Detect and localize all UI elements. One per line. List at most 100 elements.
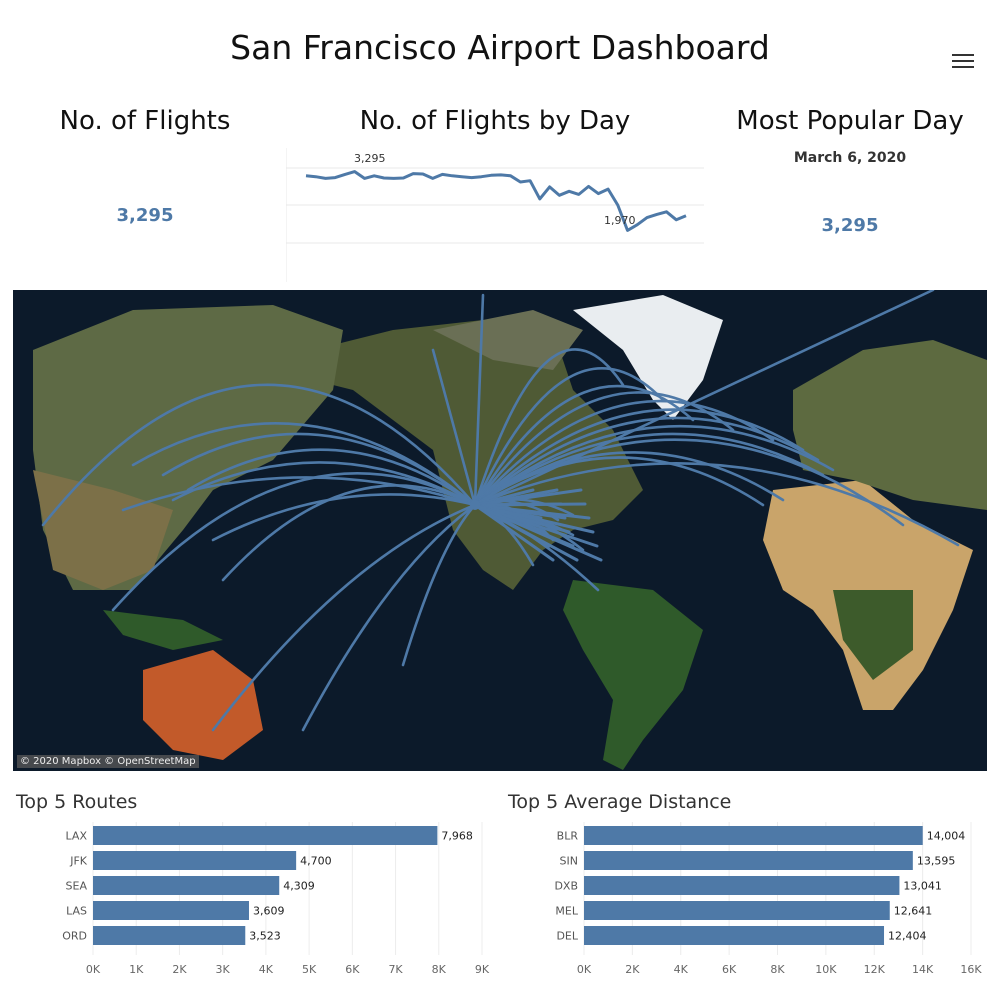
landmass-central-africa <box>833 590 913 680</box>
bar-jfk[interactable] <box>93 851 297 870</box>
flight-route-arc <box>473 391 735 507</box>
dashboard-title: San Francisco Airport Dashboard <box>230 28 770 67</box>
bar-lax[interactable] <box>93 826 438 845</box>
x-tick-label: 8K <box>770 963 785 976</box>
x-tick-label: 6K <box>722 963 737 976</box>
x-tick-label: 12K <box>864 963 886 976</box>
flight-route-arc <box>473 503 599 548</box>
landmass-europe <box>793 340 987 510</box>
x-tick-label: 6K <box>345 963 360 976</box>
x-tick-label: 0K <box>86 963 101 976</box>
x-tick-label: 3K <box>216 963 231 976</box>
landmass-indonesia <box>103 610 223 650</box>
flight-route-arc <box>211 503 477 732</box>
x-tick-label: 8K <box>432 963 447 976</box>
flight-route-arc <box>121 476 477 512</box>
bar-value-label: 4,309 <box>283 880 315 893</box>
popular-day-title: Most Popular Day <box>736 106 964 136</box>
x-tick-label: 7K <box>388 963 403 976</box>
bar-del[interactable] <box>584 926 885 945</box>
category-label: SEA <box>66 880 88 893</box>
bar-ord[interactable] <box>93 926 246 945</box>
bar-value-label: 12,641 <box>894 905 933 918</box>
flight-route-arc <box>473 290 935 507</box>
x-tick-label: 2K <box>625 963 640 976</box>
category-label: ORD <box>62 930 87 943</box>
flight-route-arc <box>473 503 579 562</box>
flight-route-arc <box>473 503 591 520</box>
flight-route-arc <box>221 484 477 582</box>
flight-route-arc <box>473 416 820 507</box>
popular-day-date: March 6, 2020 <box>793 150 907 166</box>
flight-route-arc <box>161 432 477 507</box>
map-attribution[interactable]: © 2020 Mapbox © OpenStreetMap <box>17 755 199 768</box>
flight-route-arc <box>473 293 485 507</box>
flights-by-day-title: No. of Flights by Day <box>359 106 631 136</box>
flight-route-arc <box>473 348 625 507</box>
flight-routes <box>41 290 960 732</box>
sfo-origin-marker <box>470 500 480 510</box>
flight-route-arc <box>211 493 477 542</box>
category-label: DEL <box>556 930 578 943</box>
bar-value-label: 3,609 <box>253 905 285 918</box>
sparkline-min-label: 1,970 <box>604 214 636 227</box>
x-tick-label: 5K <box>302 963 317 976</box>
x-tick-label: 4K <box>259 963 274 976</box>
category-label: BLR <box>557 830 579 843</box>
flight-route-arc <box>473 488 583 507</box>
flight-route-arc <box>171 461 477 507</box>
top-routes-chart[interactable]: 0K 1K 2K 3K 4K 5K 6K 7K 8K 9K LAX 7,968 JFK 4,700 SEA 4… <box>10 818 495 978</box>
flight-route-arc <box>473 438 905 527</box>
bar-value-label: 4,700 <box>300 855 332 868</box>
flight-route-arc <box>401 503 477 667</box>
bar-value-label: 3,523 <box>249 930 281 943</box>
x-tick-label: 16K <box>960 963 982 976</box>
x-tick-label: 4K <box>674 963 689 976</box>
flight-route-arc <box>473 503 603 562</box>
flight-route-arc <box>111 472 477 612</box>
flight-route-arc <box>473 502 587 507</box>
landmass-india-china <box>33 470 173 590</box>
landmass-greenland <box>573 295 723 420</box>
bar-dxb[interactable] <box>584 876 900 895</box>
x-tick-label: 10K <box>815 963 837 976</box>
landmass-south-america <box>563 580 703 770</box>
bar-value-label: 13,595 <box>917 855 956 868</box>
flight-route-arc <box>473 503 555 562</box>
flight-route-arc <box>301 503 477 732</box>
x-tick-label: 14K <box>912 963 934 976</box>
popular-day-value: 3,295 <box>821 215 879 236</box>
flight-route-arc <box>473 432 825 507</box>
category-label: MEL <box>555 905 578 918</box>
bar-sin[interactable] <box>584 851 913 870</box>
x-tick-label: 9K <box>475 963 490 976</box>
flight-route-arc <box>473 462 960 547</box>
hamburger-menu-icon[interactable] <box>952 52 976 70</box>
flight-route-arc <box>186 448 477 507</box>
flight-route-arc <box>431 348 477 507</box>
top-routes-title: Top 5 Routes <box>16 791 138 813</box>
flight-route-arc <box>41 383 477 527</box>
bar-sea[interactable] <box>93 876 280 895</box>
flight-route-arc <box>473 384 695 507</box>
category-label: LAS <box>66 905 87 918</box>
category-label: SIN <box>560 855 578 868</box>
bar-mel[interactable] <box>584 901 890 920</box>
flight-routes-map[interactable] <box>13 290 987 771</box>
landmass-canada-arctic <box>433 310 583 370</box>
bar-value-label: 14,004 <box>927 830 966 843</box>
category-label: DXB <box>554 880 578 893</box>
top-distance-chart[interactable]: 0K 2K 4K 6K 8K 10K 12K 14K 16K BLR 14,004 SIN 13,595… <box>500 818 990 978</box>
flights-kpi-title: No. of Flights <box>59 106 231 136</box>
sparkline-max-label: 3,295 <box>354 152 386 165</box>
flights-by-day-sparkline[interactable]: 3,295 1,970 <box>286 148 706 282</box>
flight-route-arc <box>473 408 805 507</box>
bar-blr[interactable] <box>584 826 923 845</box>
bar-las[interactable] <box>93 901 249 920</box>
flight-route-arc <box>473 367 665 507</box>
x-tick-label: 0K <box>577 963 592 976</box>
category-label: JFK <box>69 855 88 868</box>
flights-by-day-line <box>305 170 687 232</box>
bar-value-label: 13,041 <box>903 880 942 893</box>
x-tick-label: 1K <box>129 963 144 976</box>
